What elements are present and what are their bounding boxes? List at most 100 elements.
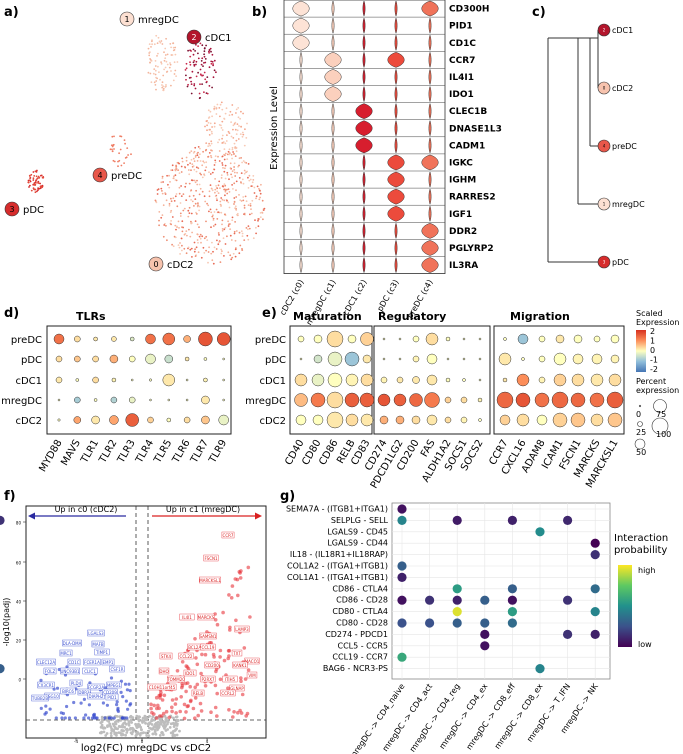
volcano-point bbox=[149, 706, 153, 711]
umap-point bbox=[221, 108, 224, 111]
volcano-red-label: CCRL2 bbox=[221, 691, 235, 696]
volcano-point bbox=[115, 700, 119, 704]
umap-point bbox=[179, 202, 182, 204]
volcano-red-label: KANK1 bbox=[233, 663, 247, 668]
umap-point bbox=[194, 87, 197, 90]
marker-dot bbox=[478, 418, 482, 422]
svg-text:3: 3 bbox=[9, 205, 14, 214]
tlr-dot bbox=[128, 355, 136, 363]
umap-point bbox=[195, 43, 197, 46]
marker-dot bbox=[591, 353, 603, 365]
umap-point bbox=[238, 164, 240, 167]
volcano-red-label: CCL22 bbox=[180, 654, 193, 659]
volcano-point bbox=[95, 716, 99, 720]
umap-point bbox=[111, 135, 114, 138]
volcano-point bbox=[48, 707, 52, 711]
umap-point bbox=[243, 207, 246, 209]
volcano-point bbox=[159, 720, 163, 724]
umap-point bbox=[238, 252, 241, 255]
tlr-dot bbox=[147, 416, 154, 424]
violin-shape bbox=[355, 120, 373, 137]
umap-point bbox=[221, 223, 223, 226]
dendro-leaf-cdc2: 0 cDC2 bbox=[597, 81, 633, 95]
umap-point bbox=[226, 174, 229, 176]
volcano-red-label: FSCN1 bbox=[204, 556, 218, 561]
violin-shape bbox=[324, 69, 342, 85]
umap-point bbox=[191, 163, 194, 166]
volcano-red-label: IL4I1 bbox=[182, 615, 192, 620]
umap-point bbox=[224, 152, 227, 155]
volcano-point bbox=[209, 710, 213, 714]
umap-point bbox=[235, 230, 238, 232]
umap-point bbox=[211, 86, 214, 89]
umap-point bbox=[156, 193, 159, 195]
violin-shape bbox=[362, 239, 366, 257]
umap-point bbox=[208, 50, 210, 53]
violin-rows bbox=[283, 0, 446, 275]
umap-point bbox=[164, 192, 167, 194]
umap-point bbox=[234, 147, 236, 149]
volcano-red-label: SAMSN1 bbox=[200, 634, 217, 639]
umap-point bbox=[170, 70, 172, 72]
volcano-point bbox=[152, 703, 156, 708]
umap-point bbox=[185, 74, 187, 77]
volcano-point bbox=[65, 704, 69, 709]
violin-shape bbox=[362, 171, 366, 188]
volcano-y-tick: 80 bbox=[16, 521, 22, 526]
volcano-red-label: LAMP3 bbox=[235, 627, 249, 632]
umap-point bbox=[148, 54, 151, 57]
umap-point bbox=[224, 167, 226, 170]
umap-point bbox=[206, 124, 209, 127]
umap-point bbox=[246, 170, 249, 173]
volcano-point bbox=[113, 726, 117, 729]
volcano-point bbox=[163, 725, 167, 729]
volcano-point bbox=[139, 725, 143, 729]
volcano-point bbox=[67, 716, 72, 720]
tlr-dot bbox=[57, 418, 61, 422]
umap-point bbox=[235, 196, 238, 198]
umap-point bbox=[239, 244, 242, 247]
umap-point bbox=[202, 150, 205, 153]
marker-dot bbox=[496, 391, 514, 409]
interaction-legend-low: low bbox=[638, 640, 652, 649]
volcano-point bbox=[125, 688, 129, 692]
volcano-point bbox=[199, 709, 204, 713]
umap-point bbox=[185, 67, 188, 70]
umap-point bbox=[233, 182, 236, 185]
umap-point bbox=[28, 186, 30, 188]
umap-point bbox=[118, 159, 121, 162]
umap-point bbox=[210, 60, 213, 63]
umap-point bbox=[212, 64, 215, 67]
umap-point bbox=[226, 199, 228, 202]
umap-point bbox=[235, 112, 237, 114]
umap-point bbox=[217, 211, 220, 214]
umap-point bbox=[224, 177, 227, 180]
umap-point bbox=[214, 155, 217, 158]
umap-point bbox=[156, 189, 159, 191]
umap-point bbox=[27, 179, 30, 182]
volcano-point bbox=[44, 711, 48, 715]
umap-point bbox=[192, 61, 195, 64]
umap-cluster-pdc: 3 pDC bbox=[4, 201, 44, 217]
volcano-point bbox=[116, 720, 120, 723]
umap-point bbox=[183, 207, 186, 210]
umap-point bbox=[198, 205, 201, 208]
umap-point bbox=[190, 220, 192, 223]
volcano-point bbox=[199, 671, 203, 676]
umap-point bbox=[199, 237, 202, 240]
interaction-point bbox=[590, 538, 600, 548]
interaction-point bbox=[590, 584, 600, 594]
umap-point bbox=[207, 109, 210, 112]
volcano-point bbox=[63, 673, 68, 677]
volcano-red-label: CCR7 bbox=[223, 533, 234, 538]
tlr-dot bbox=[93, 398, 98, 402]
umap-point bbox=[168, 174, 170, 177]
umap-point bbox=[164, 66, 167, 69]
umap-point bbox=[225, 107, 228, 110]
umap-point bbox=[233, 142, 236, 145]
volcano-point bbox=[180, 683, 185, 688]
umap-point bbox=[160, 181, 163, 184]
umap-point bbox=[193, 168, 196, 171]
umap-point bbox=[209, 173, 212, 175]
umap-point bbox=[249, 204, 252, 207]
